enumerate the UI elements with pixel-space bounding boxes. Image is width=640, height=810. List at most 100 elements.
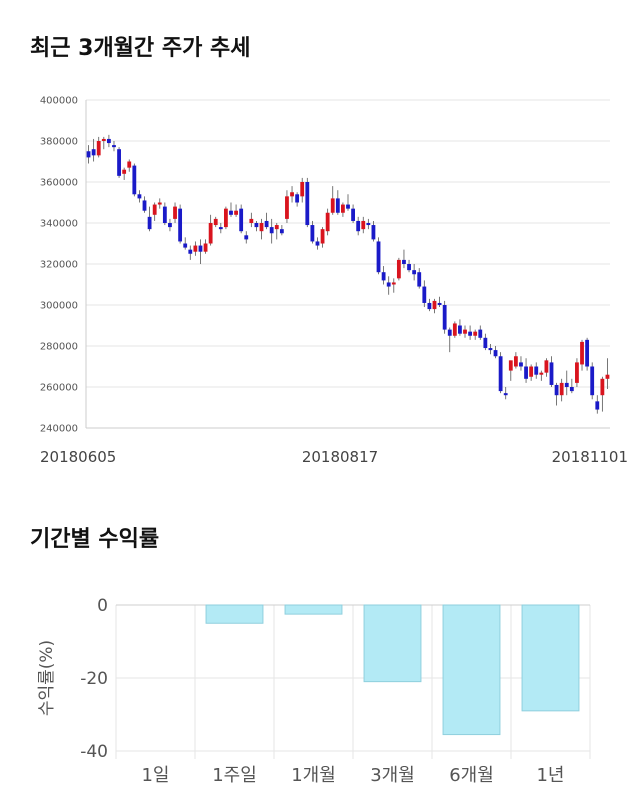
returns-y-tick-label: -40 bbox=[80, 742, 108, 762]
candle-body-down bbox=[244, 235, 249, 240]
price-y-tick-label: 360000 bbox=[40, 178, 78, 189]
price-x-tick-label: 20180605 bbox=[40, 448, 116, 466]
candle-body-down bbox=[142, 200, 147, 211]
candle-body-down bbox=[178, 208, 183, 242]
price-y-tick-label: 400000 bbox=[40, 96, 78, 107]
candle-body-down bbox=[183, 243, 188, 248]
returns-x-tick-label: 3개월 bbox=[370, 765, 415, 786]
candle-body-down bbox=[117, 149, 121, 176]
returns-y-tick-label: -20 bbox=[80, 669, 108, 689]
price-y-tick-label: 240000 bbox=[40, 424, 78, 435]
candle-body-down bbox=[315, 241, 320, 246]
candle-body-down bbox=[147, 216, 152, 230]
returns-bar bbox=[521, 604, 580, 712]
price-y-tick-label: 380000 bbox=[40, 137, 78, 148]
candle-body-down bbox=[229, 210, 233, 215]
candle-body-up bbox=[341, 204, 345, 213]
candle-body-up bbox=[452, 323, 457, 336]
candle-body-up bbox=[473, 331, 478, 336]
candle-body-down bbox=[269, 227, 274, 234]
candle-body-down bbox=[534, 366, 539, 375]
candle-body-up bbox=[213, 218, 218, 226]
candle-body-down bbox=[524, 366, 528, 379]
candle-body-up bbox=[544, 360, 549, 373]
candle-body-down bbox=[468, 331, 473, 336]
candle-body-down bbox=[402, 259, 406, 264]
candle-body-up bbox=[259, 223, 264, 232]
returns-bar bbox=[442, 604, 501, 736]
candle-body-down bbox=[162, 206, 167, 223]
candle-body-down bbox=[351, 208, 355, 221]
candle-body-down bbox=[371, 225, 376, 240]
candle-body-up bbox=[300, 182, 305, 197]
price-x-tick-label: 20181101 bbox=[552, 448, 628, 466]
candle-body-up bbox=[529, 366, 534, 377]
candle-body-down bbox=[198, 245, 203, 252]
returns-y-tick-label: 0 bbox=[97, 596, 108, 616]
candle-body-up bbox=[508, 360, 513, 371]
candle-body-down bbox=[554, 384, 559, 396]
candle-body-up bbox=[127, 161, 132, 168]
price-x-tick-label: 20180817 bbox=[302, 448, 378, 466]
candle-body-down bbox=[569, 387, 574, 392]
candle-body-up bbox=[203, 243, 208, 252]
candle-body-up bbox=[285, 196, 289, 219]
candle-body-up bbox=[223, 208, 228, 228]
period-returns-title: 기간별 수익률 bbox=[30, 527, 160, 552]
candle-body-up bbox=[290, 192, 294, 197]
price-trend-title: 최근 3개월간 주가 추세 bbox=[30, 36, 251, 61]
price-y-tick-label: 300000 bbox=[40, 301, 78, 312]
candle-body-down bbox=[585, 339, 590, 367]
returns-y-axis-label: 수익률(%) bbox=[37, 640, 57, 716]
candle-body-down bbox=[447, 329, 452, 336]
candle-body-up bbox=[361, 220, 366, 230]
candle-body-down bbox=[493, 350, 498, 357]
candle-body-up bbox=[559, 382, 564, 396]
candle-body-down bbox=[86, 151, 91, 158]
candle-body-up bbox=[325, 212, 330, 232]
candle-body-down bbox=[295, 194, 300, 203]
returns-x-tick-label: 1주일 bbox=[212, 765, 257, 786]
candle-body-down bbox=[386, 282, 391, 287]
price-candlestick-chart: 400000 380000 360000 340000 320000 300000 2800… bbox=[40, 96, 628, 467]
candle-body-up bbox=[605, 374, 610, 379]
candle-body-up bbox=[122, 169, 127, 174]
candle-body-down bbox=[478, 329, 483, 338]
candle-body-down bbox=[376, 241, 381, 273]
candle-body-down bbox=[112, 145, 116, 148]
candle-body-down bbox=[407, 264, 411, 271]
returns-x-tick-label: 1일 bbox=[141, 765, 169, 786]
candle-body-up bbox=[274, 225, 279, 230]
candle-body-up bbox=[575, 362, 579, 383]
candle-body-up bbox=[396, 259, 401, 279]
candle-body-up bbox=[208, 223, 213, 244]
candle-body-down bbox=[239, 208, 244, 232]
candle-body-down bbox=[427, 302, 432, 310]
candle-body-up bbox=[580, 341, 584, 365]
candle-body-down bbox=[218, 227, 223, 230]
candle-body-down bbox=[458, 325, 462, 334]
price-y-tick-label: 320000 bbox=[40, 260, 78, 271]
candle-body-down bbox=[417, 272, 422, 287]
candle-body-down bbox=[305, 182, 310, 226]
candle-body-down bbox=[279, 229, 284, 234]
candle-body-down bbox=[264, 220, 269, 228]
candle-body-down bbox=[168, 223, 172, 228]
candle-body-up bbox=[173, 206, 177, 219]
candle-body-up bbox=[539, 372, 544, 375]
candle-body-down bbox=[366, 223, 371, 226]
candle-body-down bbox=[310, 225, 315, 242]
candle-body-up bbox=[600, 378, 605, 396]
candle-body-up bbox=[152, 204, 157, 215]
candle-body-down bbox=[488, 348, 493, 351]
candle-body-down bbox=[483, 337, 488, 349]
candle-body-up bbox=[391, 282, 396, 285]
candle-body-up bbox=[320, 229, 325, 244]
candle-body-up bbox=[193, 245, 198, 252]
returns-x-tick-label: 6개월 bbox=[449, 765, 494, 786]
candle-body-down bbox=[335, 198, 340, 213]
candle-body-down bbox=[422, 286, 427, 303]
candle-body-down bbox=[254, 223, 259, 228]
candle-body-down bbox=[498, 356, 503, 392]
